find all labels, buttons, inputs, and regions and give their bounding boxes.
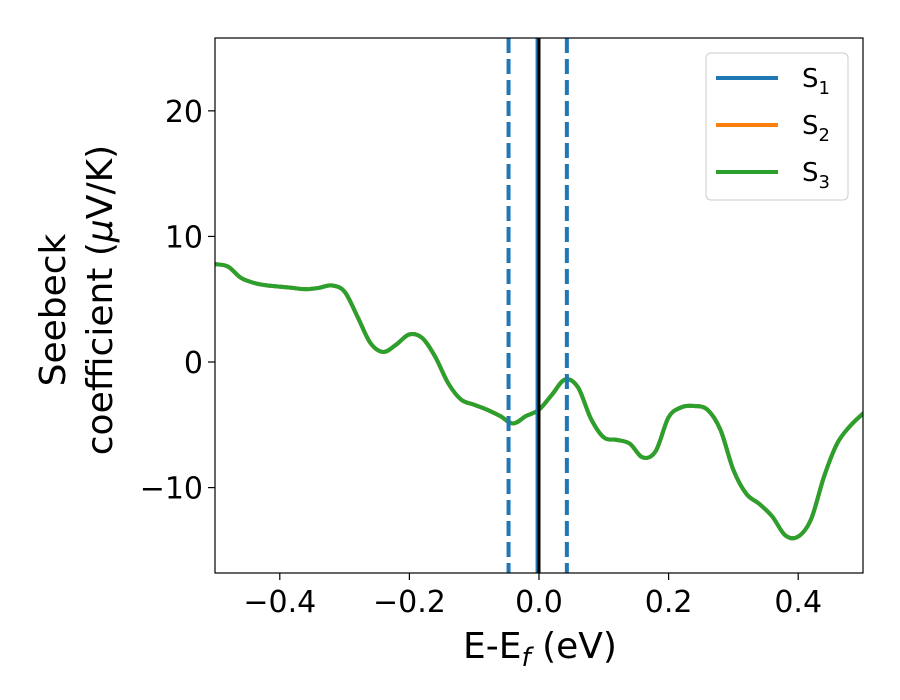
x-tick-label: −0.4 bbox=[243, 585, 316, 620]
x-axis-label: E-Ef (eV) bbox=[463, 626, 617, 673]
y-tick-label: 20 bbox=[165, 95, 203, 130]
x-tick-label: 0.2 bbox=[645, 585, 693, 620]
legend-label-2: S2 bbox=[802, 111, 830, 146]
x-tick-label: 0.4 bbox=[774, 585, 822, 620]
x-tick-label: −0.2 bbox=[373, 585, 446, 620]
vline-layer bbox=[506, 38, 569, 573]
x-tick-label: 0.0 bbox=[515, 585, 563, 620]
y-tick-label: 0 bbox=[184, 346, 203, 381]
y-axis-label: Seebeck coefficient (μV/K) bbox=[33, 145, 121, 455]
y-tick-label: −10 bbox=[140, 472, 203, 507]
legend-label-1: S1 bbox=[802, 64, 830, 99]
y-ticks: −10 0 10 20 bbox=[140, 95, 215, 507]
y-axis-label-line1: Seebeck bbox=[33, 233, 74, 386]
y-tick-label: 10 bbox=[165, 220, 203, 255]
legend: S1 S2 S3 bbox=[705, 52, 849, 201]
y-axis-label-line2: coefficient (μV/K) bbox=[80, 145, 121, 455]
x-ticks: −0.4 −0.2 0.0 0.2 0.4 bbox=[243, 573, 822, 620]
legend-label-3: S3 bbox=[802, 158, 830, 193]
